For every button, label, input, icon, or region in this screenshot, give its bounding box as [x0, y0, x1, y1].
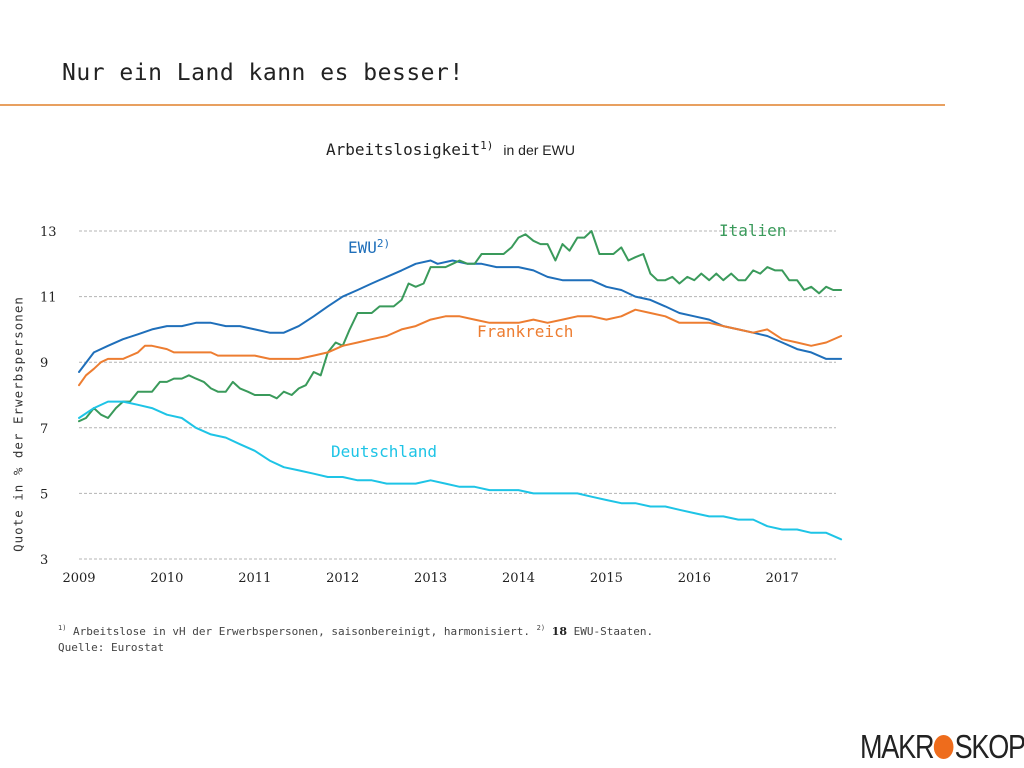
y-tick-label: 5 — [40, 487, 48, 502]
series-lines — [78, 230, 843, 541]
logo-dot-icon — [934, 735, 954, 759]
series-line-ewu — [78, 259, 843, 373]
slide-title: Nur ein Land kann es besser! — [62, 60, 464, 86]
chart-title-main: Arbeitslosigkeit — [326, 140, 481, 159]
y-tick-label: 3 — [40, 553, 48, 568]
logo-text-left: MAKR — [860, 728, 934, 765]
source-note: Quelle: Eurostat — [58, 641, 164, 654]
x-tick-label: 2013 — [414, 571, 447, 586]
series-label-ewu: EWU2) — [348, 237, 390, 257]
x-tick-label: 2015 — [590, 571, 623, 586]
chart-title-footnote-marker: 1) — [480, 139, 494, 152]
footnote-marker-1: 1) — [58, 624, 67, 632]
x-tick-label: 2017 — [766, 571, 799, 586]
y-tick-label: 11 — [40, 291, 57, 306]
gridlines — [79, 230, 836, 560]
footnote-text-1: Arbeitslose in vH der Erwerbspersonen, s… — [66, 625, 537, 638]
footnote-marker-2: 2) — [536, 624, 546, 632]
footnote-line-definition: 1) Arbeitslose in vH der Erwerbspersonen… — [58, 620, 653, 640]
x-tick-label: 2012 — [326, 571, 359, 586]
series-labels: EWU2) Italien Frankreich Deutschland — [331, 221, 786, 461]
logo-text-right: SKOP — [954, 728, 1024, 765]
footnote-count: 18 — [551, 625, 568, 638]
x-tick-labels: 2009 2010 2011 2012 2013 2014 2015 2016 2017 — [62, 571, 798, 586]
y-tick-label: 13 — [40, 225, 57, 240]
series-label-italien: Italien — [719, 221, 786, 240]
footnote: 1) Arbeitslose in vH der Erwerbspersonen… — [58, 620, 653, 656]
chart-title-subtitle: in der EWU — [503, 142, 575, 158]
chart-title: Arbeitslosigkeit1) in der EWU — [326, 139, 575, 160]
x-tick-label: 2011 — [238, 571, 271, 586]
makroskop-logo: MAKR SKOP — [860, 729, 1024, 765]
x-tick-label: 2010 — [150, 571, 183, 586]
y-tick-label: 7 — [40, 422, 48, 437]
title-divider — [0, 104, 945, 106]
x-tick-label: 2016 — [678, 571, 711, 586]
series-line-deutschland — [78, 400, 843, 541]
y-tick-labels: 3 5 7 9 11 13 — [40, 225, 57, 568]
x-tick-label: 2009 — [62, 571, 95, 586]
series-line-frankreich — [78, 308, 843, 387]
series-label-footnote-marker: 2) — [377, 237, 390, 250]
series-line-italien — [78, 230, 843, 423]
series-label-deutschland: Deutschland — [331, 442, 437, 461]
series-label-frankreich: Frankreich — [477, 322, 573, 341]
y-tick-label: 9 — [40, 356, 48, 371]
footnote-text-2: EWU-Staaten. — [567, 625, 654, 638]
x-tick-label: 2014 — [502, 571, 535, 586]
